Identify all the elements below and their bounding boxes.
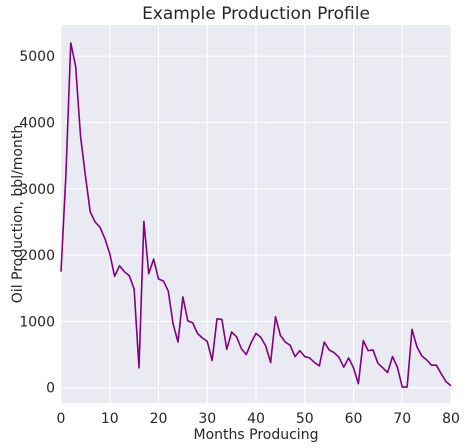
y-tick-label: 1000	[19, 314, 55, 330]
y-tick-label: 4000	[19, 115, 55, 131]
y-tick-label: 2000	[19, 248, 55, 264]
series-layer	[60, 42, 452, 388]
x-tick-label: 50	[296, 411, 314, 427]
x-axis: 0 10 20 30 40 50 60 70 80	[57, 411, 460, 427]
x-tick-label: 30	[198, 411, 216, 427]
x-tick-label: 0	[57, 411, 66, 427]
x-tick-label: 80	[442, 411, 460, 427]
grid-lines	[60, 25, 452, 403]
x-tick-label: 70	[393, 411, 411, 427]
chart-title: Example Production Profile	[142, 4, 370, 24]
y-axis-label: Oil Production, bbl/month	[10, 125, 26, 303]
y-tick-label: 0	[46, 381, 55, 397]
x-axis-label: Months Producing	[194, 427, 319, 443]
x-tick-label: 10	[101, 411, 119, 427]
y-axis: 0 1000 2000 3000 4000 5000	[19, 49, 55, 397]
y-tick-label: 3000	[19, 182, 55, 198]
y-tick-label: 5000	[19, 49, 55, 65]
x-tick-label: 20	[150, 411, 168, 427]
series-line	[60, 42, 452, 388]
x-tick-label: 40	[247, 411, 265, 427]
x-tick-label: 60	[345, 411, 363, 427]
